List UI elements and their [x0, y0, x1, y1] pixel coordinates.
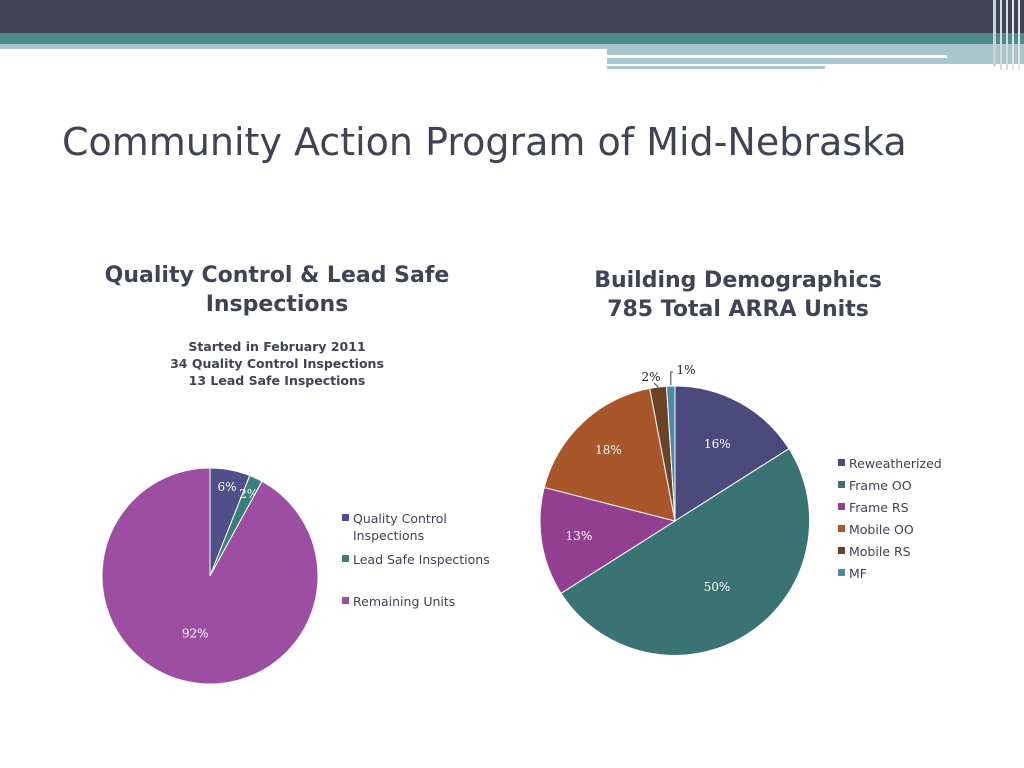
qc-legend-item: Remaining Units: [342, 593, 503, 610]
bd-legend-item: Frame OO: [838, 477, 912, 494]
bd-data-label: 2%: [641, 370, 660, 384]
header-thin-line: [607, 66, 825, 69]
header-corner-stripe: [993, 0, 996, 66]
bd-legend-label: Reweatherized: [849, 456, 942, 471]
header-decoration: [0, 0, 1024, 70]
bd-legend-label: MF: [849, 566, 867, 581]
qc-legend-swatch: [342, 514, 349, 521]
header-corner-stripe: [1006, 0, 1008, 70]
bd-data-label: 50%: [704, 580, 731, 594]
qc-legend-label: Lead Safe Inspections: [353, 552, 490, 567]
bd-legend-item: Mobile RS: [838, 543, 911, 560]
bd-data-label: 1%: [676, 363, 695, 377]
bd-legend-swatch: [838, 459, 845, 466]
bd-legend-swatch: [838, 525, 845, 532]
bd-leader-line: [670, 371, 673, 386]
bd-slice-frame-oo: [560, 447, 811, 656]
bd-data-label: 18%: [595, 443, 622, 457]
qc-legend-swatch: [342, 597, 349, 604]
bd-legend-item: Frame RS: [838, 499, 909, 516]
bd-slice-mf: [665, 385, 676, 522]
bd-chart-title: Building Demographics 785 Total ARRA Uni…: [578, 266, 898, 324]
bd-legend-swatch: [838, 547, 845, 554]
qc-chart-title: Quality Control & Lead Safe Inspections: [80, 262, 474, 319]
bd-data-label: 13%: [566, 529, 593, 543]
qc-legend-item: Lead Safe Inspections: [342, 551, 503, 568]
qc-legend-label: Remaining Units: [353, 594, 456, 609]
header-dark-band: [0, 0, 1024, 33]
header-corner-stripe: [1018, 0, 1020, 70]
bd-slice-reweatherized: [674, 385, 790, 522]
bd-legend-item: Reweatherized: [838, 455, 942, 472]
bd-legend-label: Frame RS: [849, 500, 909, 515]
bd-legend-item: MF: [838, 565, 867, 582]
header-light-step: [607, 44, 1024, 64]
qc-chart-subtitle: Started in February 2011 34 Quality Cont…: [80, 338, 474, 389]
qc-data-label: 6%: [217, 480, 236, 494]
qc-data-label: 92%: [182, 627, 209, 641]
bd-chart-title-line: Building Demographics: [594, 268, 882, 293]
bd-legend-label: Mobile RS: [849, 544, 911, 559]
bd-slice-frame-rs: [539, 486, 677, 595]
bd-legend-item: Mobile OO: [838, 521, 914, 538]
header-teal-band: [0, 33, 1024, 44]
qc-chart-title-line: Quality Control & Lead Safe: [104, 263, 450, 288]
bd-data-label: 16%: [704, 437, 731, 451]
header-corner-stripe: [1012, 0, 1014, 70]
bd-legend-label: Mobile OO: [849, 522, 914, 537]
qc-legend-item: Quality Control Inspections: [342, 510, 503, 544]
bd-chart-title-line: 785 Total ARRA Units: [607, 297, 869, 322]
qc-chart-title-line: Inspections: [205, 291, 349, 317]
qc-subtitle-line: 34 Quality Control Inspections: [170, 356, 384, 371]
qc-legend-label: Quality Control Inspections: [353, 511, 447, 543]
bd-legend-swatch: [838, 569, 845, 576]
qc-legend-swatch: [342, 555, 349, 562]
header-light-band: [0, 44, 607, 49]
qc-subtitle-line: Started in February 2011: [188, 339, 366, 354]
header-white-line: [607, 55, 947, 58]
bd-slice-mobile-oo: [543, 387, 676, 522]
bd-legend-label: Frame OO: [849, 478, 912, 493]
qc-subtitle-line: 13 Lead Safe Inspections: [188, 373, 366, 388]
bd-legend-swatch: [838, 503, 845, 510]
qc-slice-remaining-units: [101, 467, 319, 685]
bd-leader-line: [653, 382, 659, 388]
bd-legend-swatch: [838, 481, 845, 488]
slide-title: Community Action Program of Mid-Nebraska: [62, 120, 907, 164]
header-corner-stripe: [1000, 0, 1002, 70]
